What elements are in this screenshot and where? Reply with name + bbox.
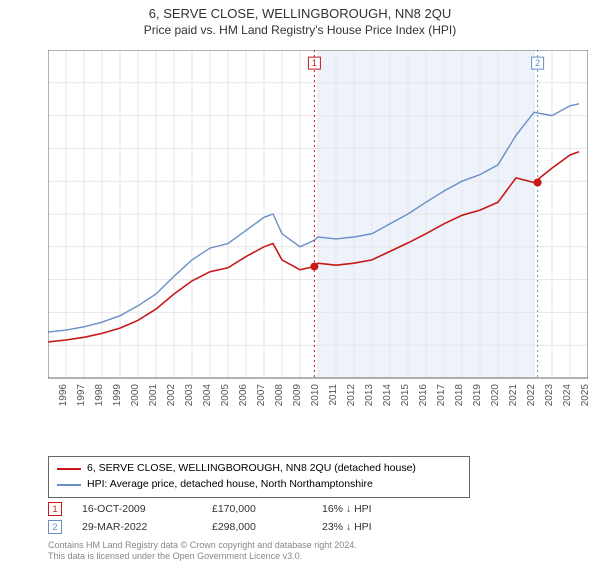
legend-item: 6, SERVE CLOSE, WELLINGBOROUGH, NN8 2QU … [57, 461, 461, 477]
svg-text:2: 2 [535, 58, 540, 68]
legend-item: HPI: Average price, detached house, Nort… [57, 477, 461, 493]
svg-text:1995: 1995 [48, 384, 51, 407]
chart-container: 6, SERVE CLOSE, WELLINGBOROUGH, NN8 2QU … [0, 6, 600, 566]
sale-price: £170,000 [212, 503, 322, 515]
svg-text:2000: 2000 [130, 384, 141, 407]
sale-hpi: 16% ↓ HPI [322, 503, 422, 515]
sale-date: 16-OCT-2009 [82, 503, 212, 515]
svg-text:2018: 2018 [454, 384, 465, 407]
svg-text:1999: 1999 [112, 384, 123, 407]
svg-text:1996: 1996 [58, 384, 69, 407]
sales-table: 1 16-OCT-2009 £170,000 16% ↓ HPI 2 29-MA… [48, 500, 422, 536]
svg-text:2012: 2012 [346, 384, 357, 407]
svg-text:2009: 2009 [292, 384, 303, 407]
svg-text:2016: 2016 [418, 384, 429, 407]
sale-row: 1 16-OCT-2009 £170,000 16% ↓ HPI [48, 500, 422, 518]
svg-text:2021: 2021 [508, 384, 519, 407]
svg-text:2002: 2002 [166, 384, 177, 407]
svg-text:1997: 1997 [76, 384, 87, 407]
sale-marker-box: 2 [48, 520, 62, 534]
svg-text:1998: 1998 [94, 384, 105, 407]
svg-text:1: 1 [312, 58, 317, 68]
line-chart: 12£0£50K£100K£150K£200K£250K£300K£350K£4… [48, 50, 588, 420]
svg-text:2013: 2013 [364, 384, 375, 407]
legend: 6, SERVE CLOSE, WELLINGBOROUGH, NN8 2QU … [48, 456, 470, 498]
svg-text:2010: 2010 [310, 384, 321, 407]
svg-text:2011: 2011 [328, 384, 339, 406]
sale-price: £298,000 [212, 521, 322, 533]
svg-text:2020: 2020 [490, 384, 501, 407]
svg-text:2005: 2005 [220, 384, 231, 407]
svg-text:2025: 2025 [580, 384, 588, 407]
sale-date: 29-MAR-2022 [82, 521, 212, 533]
svg-text:2006: 2006 [238, 384, 249, 407]
svg-text:2024: 2024 [562, 384, 573, 407]
page-subtitle: Price paid vs. HM Land Registry's House … [0, 23, 600, 37]
svg-text:2015: 2015 [400, 384, 411, 407]
svg-text:2014: 2014 [382, 384, 393, 407]
svg-text:2001: 2001 [148, 384, 159, 407]
svg-text:2019: 2019 [472, 384, 483, 407]
chart-area: 12£0£50K£100K£150K£200K£250K£300K£350K£4… [48, 50, 588, 420]
svg-text:2007: 2007 [256, 384, 267, 407]
svg-text:2023: 2023 [544, 384, 555, 407]
svg-text:2017: 2017 [436, 384, 447, 407]
attribution-line: Contains HM Land Registry data © Crown c… [48, 540, 568, 551]
legend-swatch [57, 468, 81, 470]
page-title: 6, SERVE CLOSE, WELLINGBOROUGH, NN8 2QU [0, 6, 600, 21]
sale-hpi: 23% ↓ HPI [322, 521, 422, 533]
legend-label: HPI: Average price, detached house, Nort… [87, 477, 373, 493]
svg-text:2022: 2022 [526, 384, 537, 407]
svg-text:2003: 2003 [184, 384, 195, 407]
sale-marker-box: 1 [48, 502, 62, 516]
svg-text:2008: 2008 [274, 384, 285, 407]
svg-text:2004: 2004 [202, 384, 213, 407]
legend-swatch [57, 484, 81, 486]
attribution: Contains HM Land Registry data © Crown c… [48, 540, 568, 562]
sale-row: 2 29-MAR-2022 £298,000 23% ↓ HPI [48, 518, 422, 536]
legend-label: 6, SERVE CLOSE, WELLINGBOROUGH, NN8 2QU … [87, 461, 416, 477]
